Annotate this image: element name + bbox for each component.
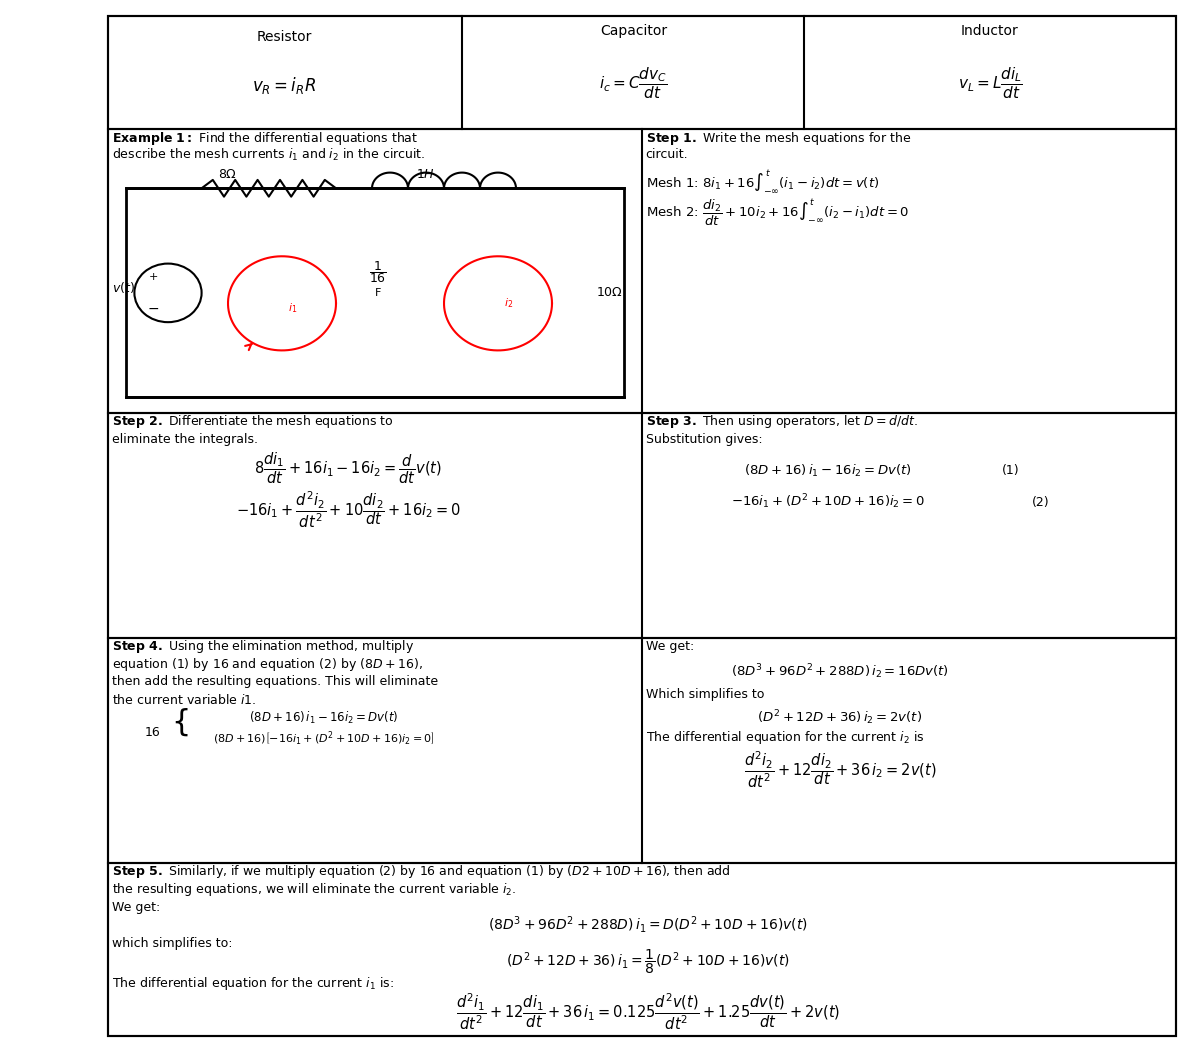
Text: $\{$: $\{$ [172, 706, 188, 737]
Text: Mesh 1: $8i_1 + 16\int_{-\infty}^{t}(i_1 - i_2)dt = v(t)$: Mesh 1: $8i_1 + 16\int_{-\infty}^{t}(i_1… [646, 168, 878, 196]
Text: Resistor: Resistor [257, 29, 312, 44]
Text: $i_1$: $i_1$ [288, 301, 298, 316]
Text: $8\dfrac{di_1}{dt} + 16i_1 - 16i_2 = \dfrac{d}{dt}v(t)$: $8\dfrac{di_1}{dt} + 16i_1 - 16i_2 = \df… [254, 451, 442, 486]
Text: The differential equation for the current $i_1$ is:: The differential equation for the curren… [112, 975, 394, 992]
Text: $v_R = i_R R$: $v_R = i_R R$ [252, 75, 317, 96]
Text: +: + [149, 272, 158, 282]
Text: $i_2$: $i_2$ [504, 296, 514, 311]
Bar [108, 16, 1176, 129]
Text: then add the resulting equations. This will eliminate: then add the resulting equations. This w… [112, 676, 438, 688]
Text: the current variable $i1$.: the current variable $i1$. [112, 692, 256, 707]
Text: $(8D + 16)\,i_1 - 16i_2 = Dv(t)$: $(8D + 16)\,i_1 - 16i_2 = Dv(t)$ [250, 709, 398, 726]
Bar [108, 129, 1176, 413]
Bar [108, 638, 1176, 863]
Text: $(D^2 + 12D + 36)\,i_1 = \dfrac{1}{8}(D^2 + 10D + 16)v(t)$: $(D^2 + 12D + 36)\,i_1 = \dfrac{1}{8}(D^… [506, 948, 790, 977]
Text: We get:: We get: [646, 640, 694, 653]
Text: We get:: We get: [112, 902, 160, 914]
Text: $\bf{Step\ 3.}$ Then using operators, let $D = d/dt$.: $\bf{Step\ 3.}$ Then using operators, le… [646, 413, 918, 430]
Text: 16: 16 [144, 726, 161, 738]
Text: $(8D + 16)\left[-16i_1 + (D^2+10D+16)i_2 = 0\right]$: $(8D + 16)\left[-16i_1 + (D^2+10D+16)i_2… [214, 729, 434, 748]
Text: $v_L = L\dfrac{di_L}{dt}$: $v_L = L\dfrac{di_L}{dt}$ [958, 66, 1022, 101]
Text: $(D^2 + 12D + 36)\,i_2 = 2v(t)$: $(D^2 + 12D + 36)\,i_2 = 2v(t)$ [757, 708, 923, 727]
Text: $\dfrac{d^2i_1}{dt^2} + 12\dfrac{di_1}{dt} + 36\,i_1 = 0.125\dfrac{d^2v(t)}{dt^2: $\dfrac{d^2i_1}{dt^2} + 12\dfrac{di_1}{d… [456, 991, 840, 1032]
Text: $1H$: $1H$ [416, 168, 436, 181]
Text: $8\Omega$: $8\Omega$ [218, 168, 238, 181]
Text: $\dfrac{d^2i_2}{dt^2} + 12\dfrac{di_2}{dt} + 36\,i_2 = 2v(t)$: $\dfrac{d^2i_2}{dt^2} + 12\dfrac{di_2}{d… [744, 750, 936, 790]
Text: $-16i_1 + (D^2 + 10D + 16)i_2 = 0$: $-16i_1 + (D^2 + 10D + 16)i_2 = 0$ [731, 493, 925, 511]
Text: circuit.: circuit. [646, 149, 689, 161]
Text: $v(t)$: $v(t)$ [112, 280, 134, 295]
Text: (2): (2) [1032, 496, 1050, 508]
Text: $\bf{Step\ 2.}$ Differentiate the mesh equations to: $\bf{Step\ 2.}$ Differentiate the mesh e… [112, 413, 394, 430]
Text: Substitution gives:: Substitution gives: [646, 433, 762, 446]
Bar [108, 863, 1176, 1036]
Text: eliminate the integrals.: eliminate the integrals. [112, 433, 258, 446]
Text: $\dfrac{1}{16}$: $\dfrac{1}{16}$ [370, 259, 386, 285]
Bar [108, 413, 1176, 638]
Text: $(8D + 16)\,i_1 - 16i_2 = Dv(t)$: $(8D + 16)\,i_1 - 16i_2 = Dv(t)$ [744, 462, 912, 479]
Text: $(8D^3 + 96D^2 + 288D)\,i_2 = 16Dv(t)$: $(8D^3 + 96D^2 + 288D)\,i_2 = 16Dv(t)$ [731, 662, 949, 681]
Text: $\bf{Step\ 5.}$ Similarly, if we multiply equation (2) by 16 and equation (1) by: $\bf{Step\ 5.}$ Similarly, if we multipl… [112, 863, 731, 880]
Text: F: F [374, 288, 382, 298]
Text: The differential equation for the current $i_2$ is: The differential equation for the curren… [646, 729, 924, 746]
Text: which simplifies to:: which simplifies to: [112, 937, 232, 950]
Text: $(8D^3 + 96D^2 + 288D)\,i_1 = D(D^2 + 10D + 16)v(t)$: $(8D^3 + 96D^2 + 288D)\,i_1 = D(D^2 + 10… [488, 914, 808, 935]
Text: $-16i_1 + \dfrac{d^2i_2}{dt^2} + 10\dfrac{di_2}{dt} + 16i_2 = 0$: $-16i_1 + \dfrac{d^2i_2}{dt^2} + 10\dfra… [235, 490, 461, 529]
Bar [126, 188, 624, 397]
Text: $\bf{Step\ 1.}$ Write the mesh equations for the: $\bf{Step\ 1.}$ Write the mesh equations… [646, 130, 911, 146]
Text: $\bf{Example\ 1:}$ Find the differential equations that: $\bf{Example\ 1:}$ Find the differential… [112, 130, 418, 146]
Text: Capacitor: Capacitor [600, 24, 667, 39]
Text: $\bf{Step\ 4.}$ Using the elimination method, multiply: $\bf{Step\ 4.}$ Using the elimination me… [112, 638, 414, 655]
Text: describe the mesh currents $i_1$ and $i_2$ in the circuit.: describe the mesh currents $i_1$ and $i_… [112, 146, 425, 163]
Bar [108, 16, 1176, 1036]
Text: the resulting equations, we will eliminate the current variable $i_2$.: the resulting equations, we will elimina… [112, 881, 516, 897]
Text: (1): (1) [1002, 464, 1020, 477]
Text: $i_c = C\dfrac{dv_C}{dt}$: $i_c = C\dfrac{dv_C}{dt}$ [599, 66, 668, 101]
Text: equation (1) by 16 and equation (2) by $(8D + 16)$,: equation (1) by 16 and equation (2) by $… [112, 656, 422, 673]
Text: Mesh 2: $\dfrac{di_2}{dt} + 10i_2 + 16\int_{-\infty}^{t}(i_2 - i_1)dt = 0$: Mesh 2: $\dfrac{di_2}{dt} + 10i_2 + 16\i… [646, 199, 908, 228]
Text: Inductor: Inductor [961, 24, 1019, 39]
Text: $10\Omega$: $10\Omega$ [596, 287, 624, 299]
Text: Which simplifies to: Which simplifies to [646, 688, 764, 701]
Text: −: − [148, 301, 160, 316]
